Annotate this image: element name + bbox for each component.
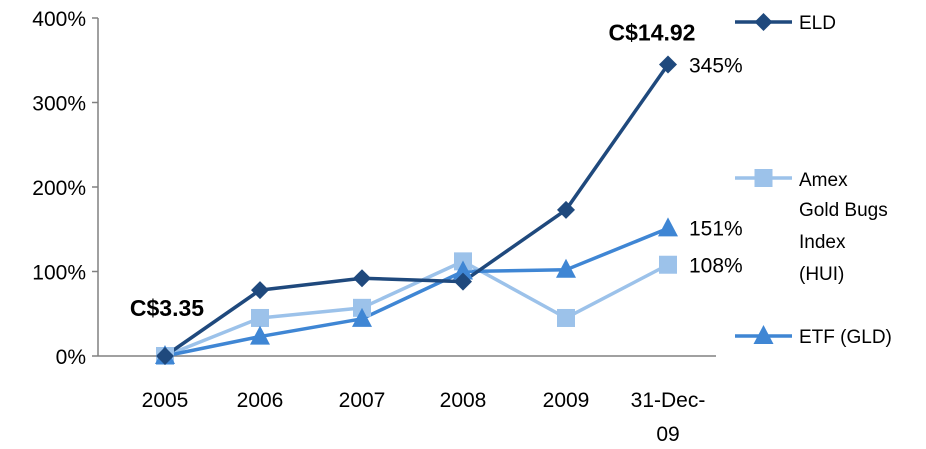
y-tick-label: 400% bbox=[32, 8, 86, 31]
legend-marker-diamond bbox=[754, 13, 773, 31]
legend-marker-square bbox=[754, 169, 773, 187]
price-annotation: C$3.35 bbox=[130, 295, 204, 321]
y-tick-label: 200% bbox=[32, 177, 86, 200]
series-line-etf-gld bbox=[164, 226, 669, 358]
legend-label: Amex Gold Bugs Index (HUI) bbox=[799, 170, 888, 285]
data-point-triangle bbox=[453, 260, 473, 280]
x-tick-label: 2008 bbox=[440, 389, 487, 412]
x-tick-label: 2009 bbox=[543, 389, 590, 412]
data-point-diamond bbox=[251, 281, 269, 300]
series-line-amex-gold-bugs-index-hui bbox=[164, 259, 669, 358]
data-point-triangle bbox=[658, 217, 678, 237]
data-point-diamond bbox=[557, 200, 575, 219]
percent-annotation: 108% bbox=[689, 255, 743, 278]
data-point-triangle bbox=[556, 258, 576, 278]
series-line-eld bbox=[164, 63, 670, 358]
x-tick-label: 31-Dec-09 bbox=[631, 389, 706, 446]
y-tick-label: 300% bbox=[32, 93, 86, 116]
x-tick-label: 2007 bbox=[339, 389, 386, 412]
y-tick-label: 100% bbox=[32, 262, 86, 285]
legend-marker-triangle bbox=[753, 325, 774, 344]
data-point-triangle bbox=[250, 325, 270, 345]
data-point-diamond bbox=[353, 269, 371, 288]
x-tick-label: 2005 bbox=[142, 389, 189, 412]
data-point-diamond bbox=[659, 55, 677, 74]
data-point-diamond bbox=[156, 347, 174, 365]
data-point-square bbox=[659, 255, 677, 274]
x-tick-label: 2006 bbox=[237, 389, 284, 412]
chart-axes: 0% 100% 200% 300% 400% 2005 2006 2007 2008 2009 31… bbox=[32, 8, 716, 446]
legend-label: ETF (GLD) bbox=[799, 327, 892, 348]
data-point-triangle bbox=[352, 307, 372, 327]
percent-annotation: 345% bbox=[689, 54, 743, 77]
chart-annotations: C$3.35 C$14.92 345% 151% 108% bbox=[130, 19, 743, 321]
price-annotation: C$14.92 bbox=[609, 19, 696, 45]
data-point-square bbox=[251, 308, 269, 327]
data-point-diamond bbox=[454, 272, 472, 291]
chart-series bbox=[155, 55, 678, 365]
chart-legend: ELD Amex Gold Bugs Index (HUI) ETF (GLD) bbox=[735, 13, 892, 348]
percent-annotation: 151% bbox=[689, 217, 743, 240]
y-tick-label: 0% bbox=[56, 346, 86, 369]
legend-label: ELD bbox=[799, 13, 836, 34]
data-point-square bbox=[557, 308, 575, 327]
